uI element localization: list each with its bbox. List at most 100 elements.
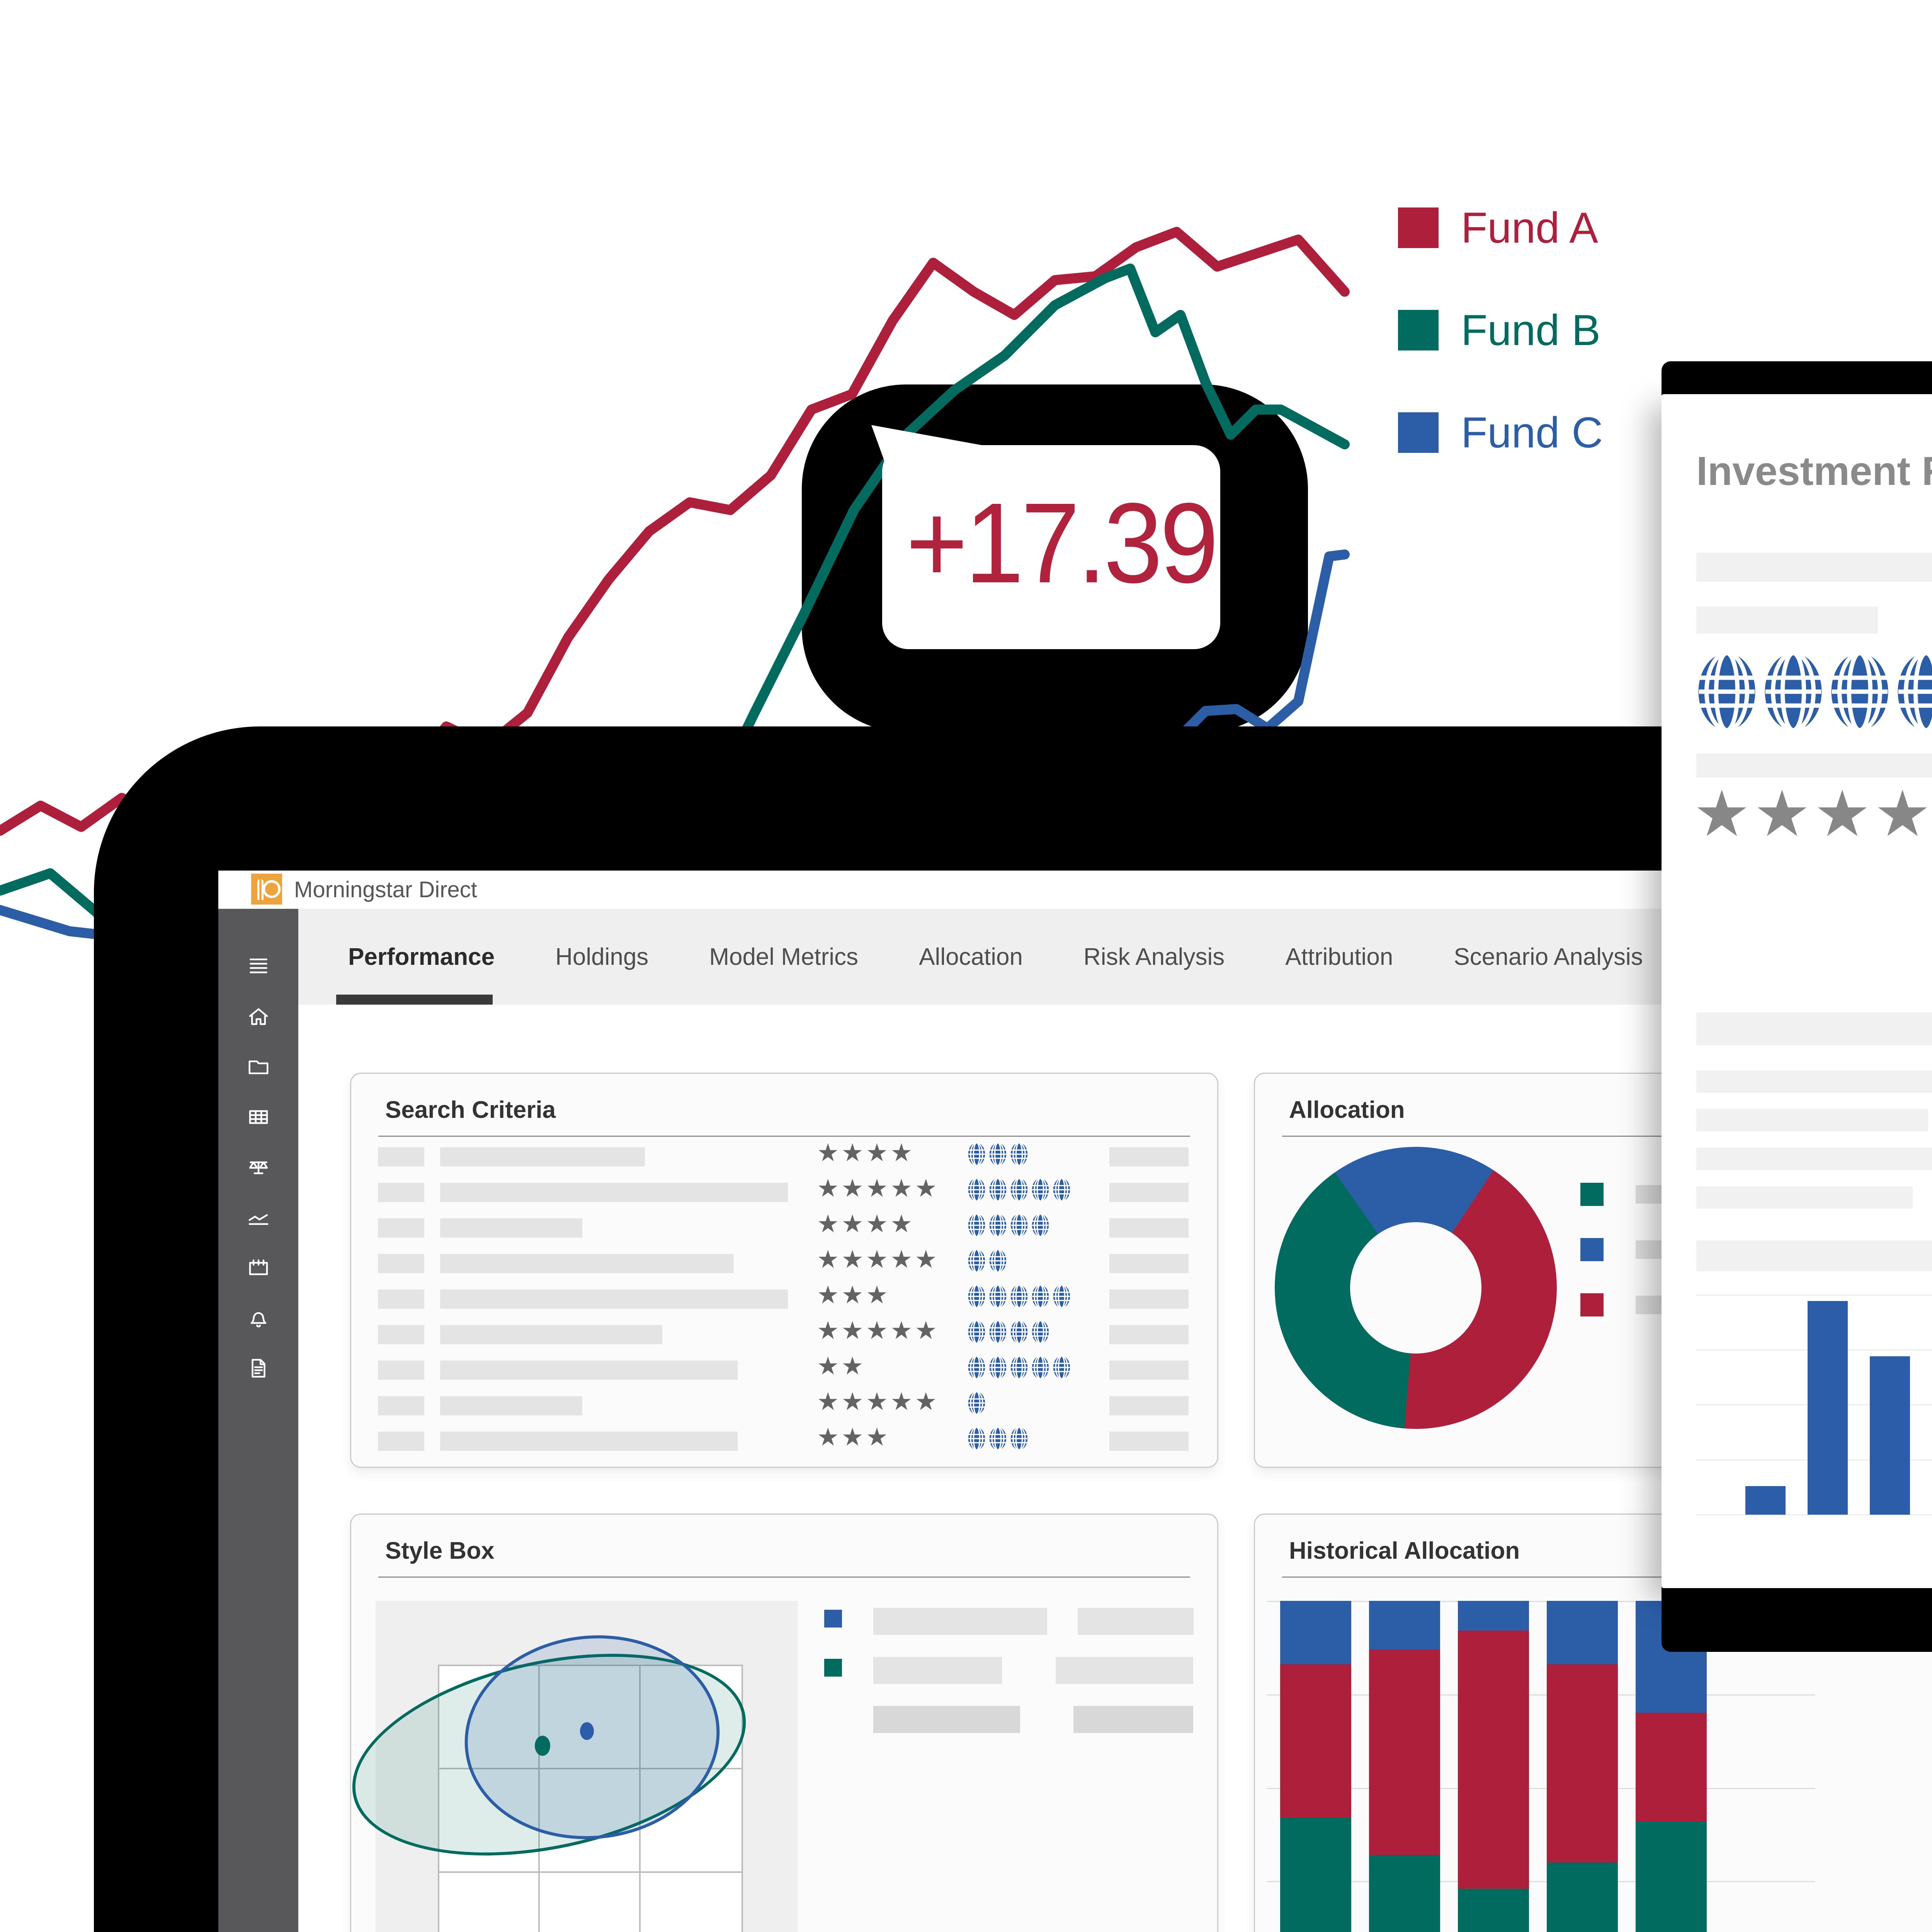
search-result-row[interactable]: ★★★ xyxy=(351,1281,1217,1311)
globe-icon xyxy=(1010,1320,1028,1344)
stacked-bar xyxy=(1547,1601,1618,1932)
globe-icon xyxy=(989,1249,1007,1273)
style-box-grid xyxy=(438,1665,743,1932)
globe-rating xyxy=(968,1355,1071,1379)
globe-icon xyxy=(968,1391,985,1415)
search-result-row[interactable]: ★★★★ xyxy=(351,1210,1217,1240)
globe-icon xyxy=(1010,1142,1028,1166)
divider xyxy=(1282,1136,1932,1137)
globe-rating xyxy=(968,1427,1028,1451)
table-icon[interactable] xyxy=(247,1105,270,1129)
globe-icon xyxy=(1053,1355,1070,1379)
globe-icon xyxy=(968,1284,985,1308)
star-rating: ★★★ xyxy=(817,1423,891,1451)
globe-rating xyxy=(968,1284,1071,1308)
globe-icon xyxy=(989,1427,1007,1451)
app-header: Morningstar Direct xyxy=(218,871,1932,909)
investment-report-card: Investment Report: Fund C xyxy=(1662,394,1932,1588)
search-result-row[interactable]: ★★★★ xyxy=(351,1139,1217,1169)
document-icon[interactable] xyxy=(247,1356,270,1380)
globe-icon xyxy=(1010,1427,1028,1451)
search-result-row[interactable]: ★★★ xyxy=(351,1423,1217,1454)
globe-icon xyxy=(1831,651,1888,732)
divider xyxy=(378,1136,1190,1137)
performance-callout: +17.39 xyxy=(871,425,1231,661)
allocation-donut-chart xyxy=(1275,1147,1557,1429)
star-rating: ★★★★ xyxy=(817,1210,915,1238)
globe-icon xyxy=(1032,1284,1049,1308)
divider xyxy=(1282,1577,1932,1578)
search-result-row[interactable]: ★★★★★ xyxy=(351,1316,1217,1347)
tab-performance[interactable]: Performance xyxy=(348,943,495,970)
globe-icon xyxy=(989,1320,1007,1344)
search-result-row[interactable]: ★★★★★ xyxy=(351,1388,1217,1418)
tab-attribution[interactable]: Attribution xyxy=(1285,943,1393,970)
tab-scenario-analysis[interactable]: Scenario Analysis xyxy=(1454,943,1643,970)
report-bar xyxy=(1870,1356,1910,1515)
globe-rating xyxy=(968,1178,1071,1202)
divider xyxy=(378,1577,1190,1578)
morningstar-logo-icon xyxy=(251,874,282,905)
tabs: Performance Holdings Model Metrics Allocati… xyxy=(298,909,1932,1005)
home-icon[interactable] xyxy=(247,1005,270,1029)
legend-item-fund-b: Fund B xyxy=(1398,306,1600,354)
search-result-row[interactable]: ★★ xyxy=(351,1352,1217,1383)
legend-item-fund-c: Fund C xyxy=(1398,408,1603,457)
legend-item-fund-a: Fund A xyxy=(1398,204,1598,252)
line-chart-icon[interactable] xyxy=(247,1206,270,1230)
tab-allocation[interactable]: Allocation xyxy=(919,943,1023,970)
globe-icon xyxy=(968,1355,985,1379)
globe-icon xyxy=(989,1142,1007,1166)
app-sidebar xyxy=(218,909,298,1932)
calendar-icon[interactable] xyxy=(247,1256,270,1280)
folder-icon[interactable] xyxy=(247,1055,270,1079)
globe-icon xyxy=(1053,1178,1070,1202)
bell-icon[interactable] xyxy=(247,1306,270,1330)
globe-rating xyxy=(968,1213,1049,1237)
tab-model-metrics[interactable]: Model Metrics xyxy=(709,943,859,970)
panel-title: Search Criteria xyxy=(385,1097,556,1123)
globe-icon xyxy=(968,1249,985,1273)
star-rating: ★★★★★ xyxy=(817,1174,939,1202)
globe-icon xyxy=(1698,651,1755,732)
globe-rating xyxy=(968,1391,986,1415)
globe-rating xyxy=(968,1142,1028,1166)
callout-bubble-shape xyxy=(871,425,1220,649)
legend-swatch xyxy=(1398,207,1439,248)
tab-risk-analysis[interactable]: Risk Analysis xyxy=(1083,943,1225,970)
report-bar xyxy=(1808,1301,1848,1515)
tab-holdings[interactable]: Holdings xyxy=(555,943,649,970)
globe-icon xyxy=(968,1142,985,1166)
globe-icon xyxy=(1010,1213,1028,1237)
globe-icon xyxy=(1010,1178,1028,1202)
active-tab-underline xyxy=(336,995,493,1005)
globe-icon xyxy=(989,1284,1007,1308)
globe-icon xyxy=(968,1213,985,1237)
style-box-point-blue xyxy=(580,1722,594,1740)
menu-icon[interactable] xyxy=(247,954,270,978)
globe-icon xyxy=(1898,651,1932,732)
panel-title: Historical Allocation xyxy=(1289,1537,1520,1564)
style-box-point-teal xyxy=(535,1736,550,1756)
panel-title: Style Box xyxy=(385,1537,495,1564)
report-star-rating: ★★★★★ xyxy=(1693,778,1932,849)
search-result-row[interactable]: ★★★★★ xyxy=(351,1174,1217,1205)
callout-value: +17.39 xyxy=(906,479,1219,607)
globe-icon xyxy=(968,1427,985,1451)
report-bar xyxy=(1745,1486,1786,1515)
report-title: Investment Report: Fund C xyxy=(1696,448,1932,495)
search-result-row[interactable]: ★★★★★ xyxy=(351,1245,1217,1276)
tab-bar: Performance Holdings Model Metrics Allocati… xyxy=(298,909,1932,1005)
legend-label: Fund A xyxy=(1461,204,1598,252)
legend-label: Fund C xyxy=(1461,408,1603,457)
stacked-bar xyxy=(1458,1601,1529,1932)
globe-icon xyxy=(1765,651,1822,732)
globe-icon xyxy=(968,1320,985,1344)
scale-icon[interactable] xyxy=(247,1155,270,1179)
report-title-prefix: Investment Report: xyxy=(1696,449,1932,494)
globe-icon xyxy=(989,1213,1007,1237)
globe-rating xyxy=(968,1249,1007,1273)
star-rating: ★★★★ xyxy=(817,1139,915,1167)
star-rating: ★★★ xyxy=(817,1281,891,1309)
